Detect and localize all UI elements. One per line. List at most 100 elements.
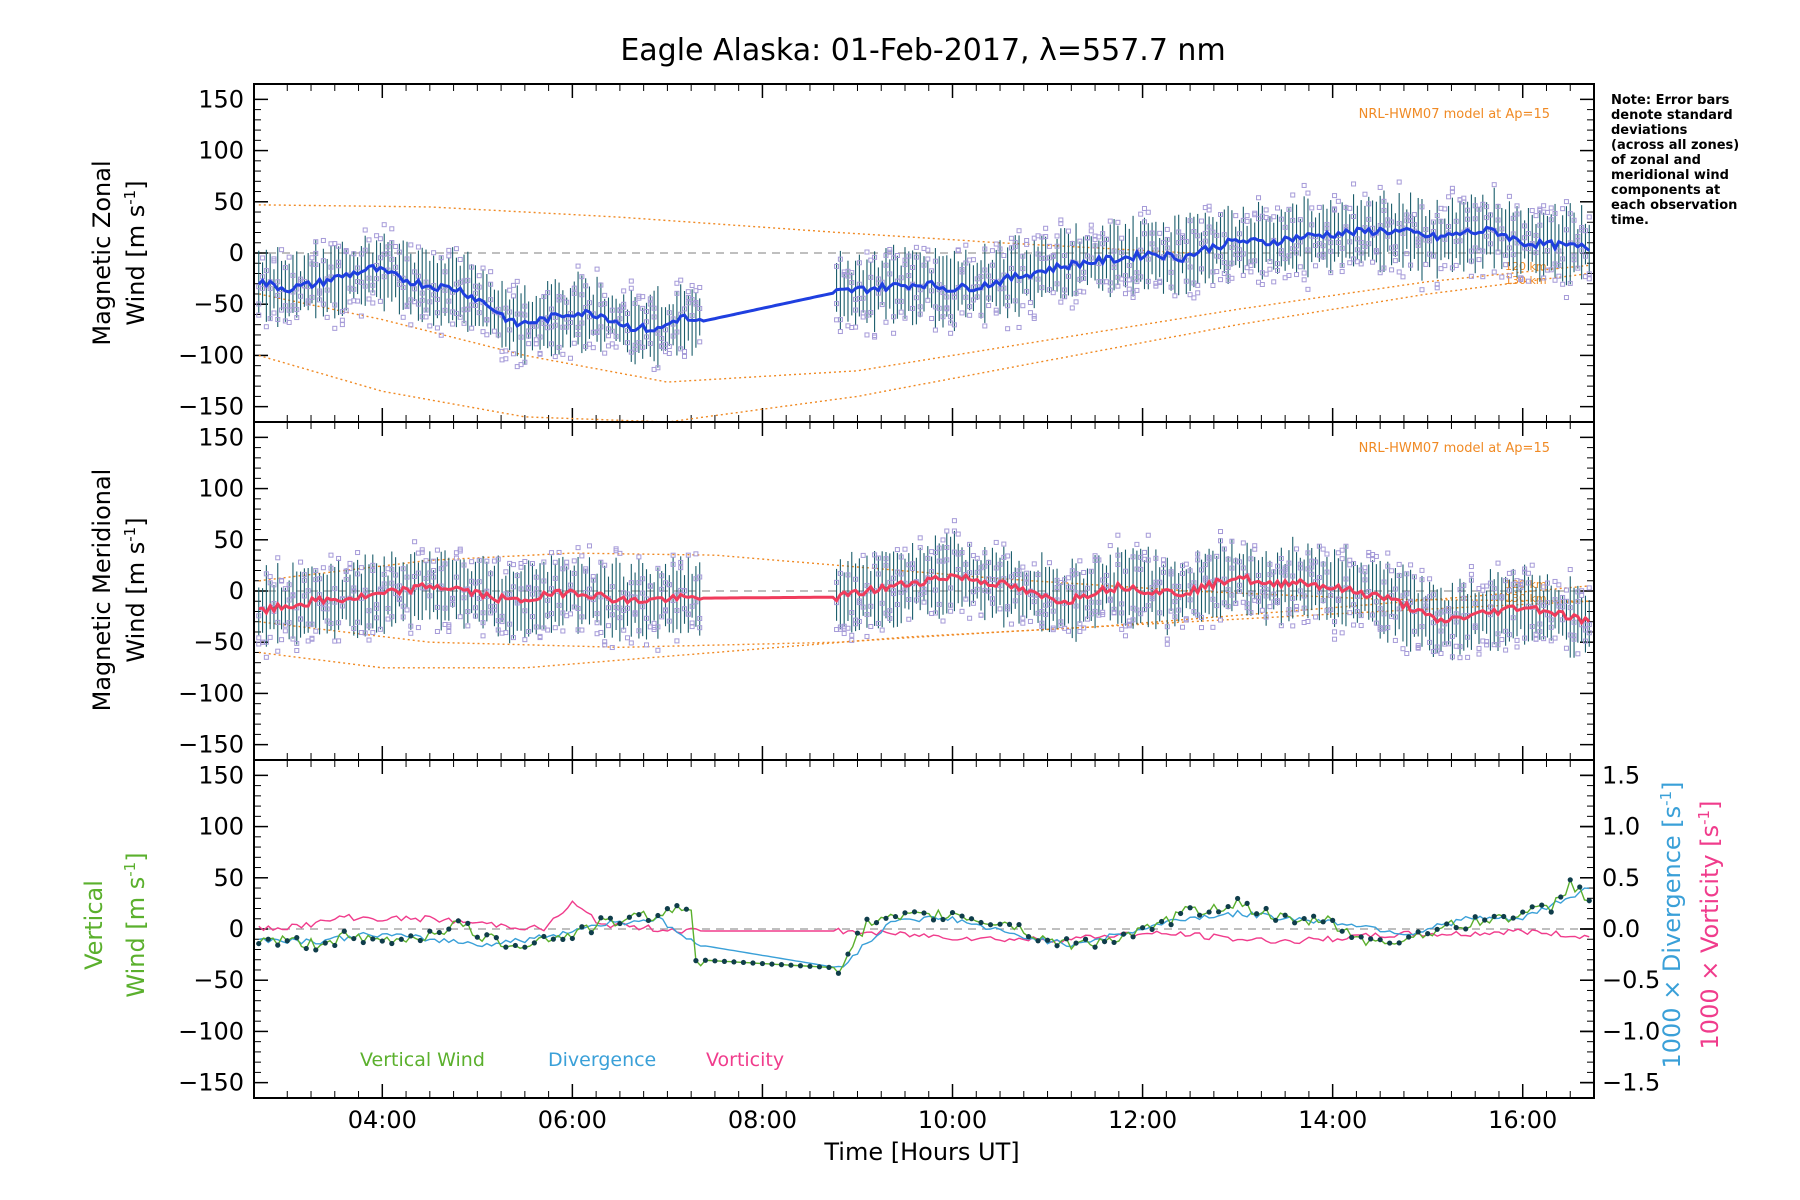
scatter-point bbox=[864, 583, 870, 589]
scatter-point bbox=[643, 308, 649, 314]
scatter-point bbox=[993, 577, 999, 583]
scatter-point bbox=[526, 341, 532, 347]
scatter-point bbox=[1556, 262, 1562, 268]
scatter-point bbox=[423, 575, 429, 581]
scatter-point bbox=[1263, 271, 1269, 277]
scatter-point bbox=[837, 256, 843, 262]
scatter-point bbox=[541, 559, 547, 565]
scatter-point bbox=[1541, 203, 1547, 209]
scatter-point bbox=[1423, 227, 1429, 233]
scatter-point bbox=[453, 310, 459, 316]
vertical-wind-point bbox=[1016, 921, 1022, 928]
scatter-point bbox=[1054, 243, 1060, 249]
scatter-point bbox=[1290, 623, 1296, 629]
scatter-point bbox=[442, 269, 448, 275]
vertical-wind-point bbox=[968, 916, 975, 922]
scatter-point bbox=[1305, 550, 1311, 556]
scatter-point bbox=[613, 333, 619, 339]
scatter-point bbox=[1506, 193, 1512, 199]
scatter-point bbox=[1134, 279, 1140, 285]
scatter-point bbox=[929, 288, 935, 294]
scatter-point bbox=[362, 247, 368, 253]
scatter-point bbox=[1544, 600, 1550, 606]
scatter-point bbox=[1164, 236, 1170, 242]
scatter-point bbox=[1351, 622, 1357, 628]
scatter-point bbox=[545, 597, 551, 603]
scatter-point bbox=[1077, 628, 1083, 634]
scatter-point bbox=[1050, 253, 1056, 259]
scatter-point bbox=[1130, 554, 1136, 560]
scatter-point bbox=[1134, 287, 1140, 293]
scatter-point bbox=[507, 287, 513, 293]
scatter-point bbox=[434, 310, 440, 316]
scatter-point bbox=[499, 619, 505, 625]
scatter-point bbox=[1221, 600, 1227, 606]
scatter-point bbox=[1187, 597, 1193, 603]
scatter-point bbox=[1582, 627, 1588, 633]
scatter-point bbox=[678, 346, 684, 352]
scatter-point bbox=[959, 550, 965, 556]
scatter-point bbox=[446, 628, 452, 634]
scatter-point bbox=[849, 270, 855, 276]
scatter-point bbox=[689, 297, 695, 303]
scatter-point bbox=[1218, 529, 1224, 535]
scatter-point bbox=[906, 596, 912, 602]
scatter-point bbox=[1339, 269, 1345, 275]
vertical-wind-point bbox=[1139, 925, 1146, 931]
scatter-point bbox=[655, 330, 661, 336]
vertical-wind-point bbox=[1577, 884, 1583, 890]
scatter-point bbox=[1100, 577, 1106, 583]
scatter-point bbox=[1282, 565, 1288, 571]
scatter-point bbox=[1404, 571, 1410, 577]
scatter-point bbox=[351, 585, 357, 591]
scatter-point bbox=[1069, 305, 1075, 311]
scatter-point bbox=[1347, 205, 1353, 211]
scatter-point bbox=[1567, 605, 1573, 611]
scatter-point bbox=[309, 255, 315, 261]
scatter-point bbox=[1092, 608, 1098, 614]
scatter-point bbox=[1157, 230, 1163, 236]
scatter-point bbox=[567, 355, 573, 361]
scatter-point bbox=[1031, 561, 1037, 567]
scatter-point bbox=[868, 274, 874, 280]
scatter-point bbox=[560, 351, 566, 357]
scatter-point bbox=[1396, 606, 1402, 612]
scatter-point bbox=[1320, 243, 1326, 249]
scatter-point bbox=[404, 256, 410, 262]
scatter-point bbox=[1343, 576, 1349, 582]
scatter-point bbox=[313, 261, 319, 267]
scatter-point bbox=[1183, 617, 1189, 623]
scatter-point bbox=[1221, 260, 1227, 266]
scatter-point bbox=[959, 310, 965, 316]
scatter-point bbox=[1218, 277, 1224, 283]
x-tick-label: 04:00 bbox=[348, 1106, 417, 1134]
scatter-point bbox=[685, 552, 691, 558]
scatter-point bbox=[1586, 214, 1592, 220]
scatter-point bbox=[343, 576, 349, 582]
scatter-point bbox=[621, 304, 627, 310]
vertical-wind-point bbox=[1149, 926, 1155, 932]
scatter-point bbox=[659, 614, 665, 620]
x-tick-label: 08:00 bbox=[728, 1106, 797, 1134]
scatter-point bbox=[366, 237, 372, 243]
scatter-point bbox=[1278, 556, 1284, 562]
scatter-point bbox=[393, 244, 399, 250]
scatter-point bbox=[1582, 253, 1588, 259]
scatter-point bbox=[1354, 236, 1360, 242]
scatter-point bbox=[1115, 283, 1121, 289]
vertical-wind-point bbox=[902, 910, 908, 916]
scatter-point bbox=[427, 323, 433, 329]
vertical-wind-point bbox=[1054, 943, 1060, 949]
scatter-point bbox=[1100, 231, 1106, 237]
scatter-point bbox=[434, 325, 440, 331]
scatter-point bbox=[640, 305, 646, 311]
vorticity-line bbox=[258, 900, 1590, 945]
scatter-point bbox=[1267, 259, 1273, 265]
scatter-point bbox=[1453, 619, 1459, 625]
scatter-point bbox=[457, 548, 463, 554]
scatter-point bbox=[1081, 289, 1087, 295]
scatter-point bbox=[1096, 557, 1102, 563]
scatter-point bbox=[1320, 598, 1326, 604]
scatter-point bbox=[1556, 600, 1562, 606]
scatter-point bbox=[1020, 620, 1026, 626]
